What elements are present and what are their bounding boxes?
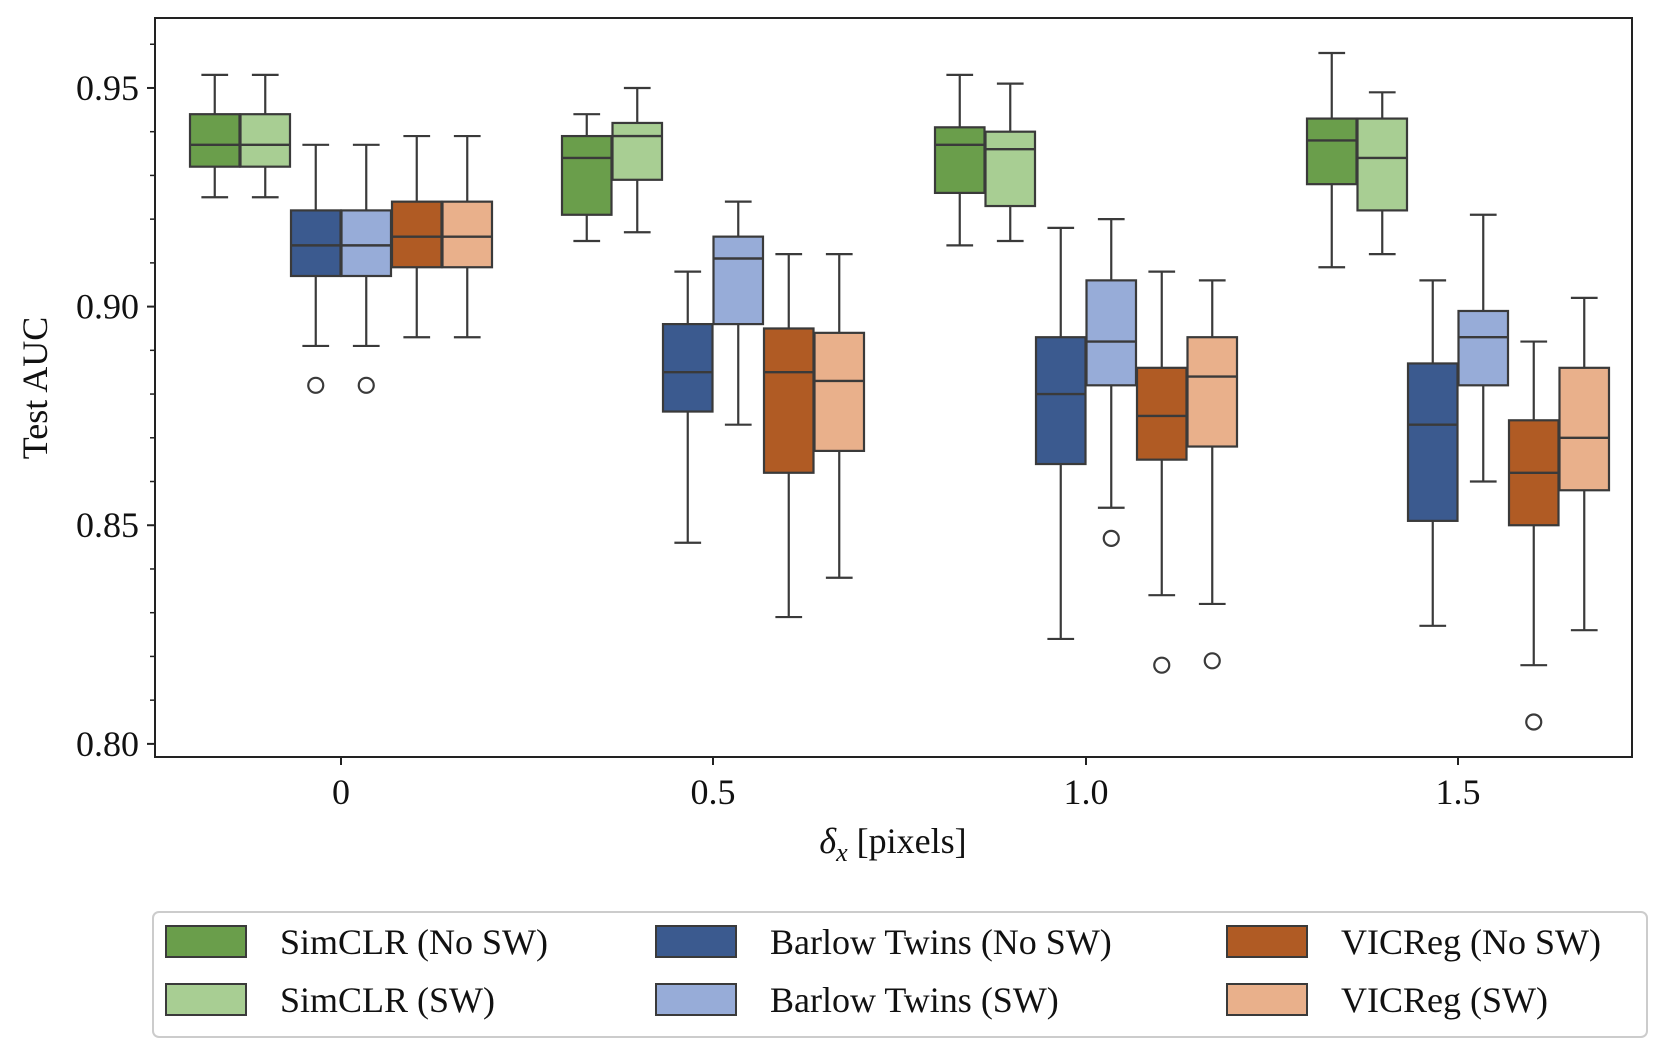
box-6-4 — [1558, 296, 1611, 632]
outlier-point — [357, 376, 375, 394]
iqr-box — [933, 126, 986, 195]
box-3-3 — [1034, 226, 1087, 641]
box-6-2 — [813, 253, 866, 579]
iqr-box — [813, 331, 866, 453]
legend-entry: VICReg (SW) — [1226, 980, 1548, 1020]
legend-entry: Barlow Twins (No SW) — [655, 922, 1112, 962]
x-tick-label: 0 — [332, 772, 350, 812]
box-2-1 — [239, 73, 292, 199]
x-axis-title-symbol: δ — [819, 821, 837, 861]
iqr-box — [1406, 362, 1459, 522]
outlier-point — [1153, 656, 1171, 674]
x-axis-title-unit: [pixels] — [848, 821, 967, 861]
box-1-1 — [188, 73, 241, 199]
legend-swatch — [655, 983, 737, 1016]
iqr-box — [441, 200, 494, 269]
legend-swatch — [655, 925, 737, 958]
legend-entry: SimCLR (SW) — [165, 980, 495, 1020]
legend-entry: Barlow Twins (SW) — [655, 980, 1059, 1020]
legend: SimCLR (No SW) SimCLR (SW) Barlow Twins (N… — [152, 911, 1648, 1038]
iqr-box — [1558, 366, 1611, 492]
legend-entry: SimCLR (No SW) — [165, 922, 548, 962]
iqr-box — [1457, 309, 1510, 387]
y-tick-label: 0.95 — [76, 68, 139, 108]
box-3-1 — [289, 143, 342, 394]
box-6-1 — [441, 134, 494, 339]
box-3-4 — [1406, 279, 1459, 627]
box-2-4 — [1356, 91, 1409, 256]
iqr-box — [611, 121, 664, 181]
y-tick-label: 0.90 — [76, 287, 139, 327]
x-tick-label: 1.5 — [1436, 772, 1481, 812]
box-6-3 — [1186, 279, 1239, 670]
iqr-box — [1356, 117, 1409, 212]
legend-label: SimCLR (SW) — [280, 980, 495, 1020]
legend-label: VICReg (SW) — [1341, 980, 1548, 1020]
iqr-box — [560, 134, 613, 216]
box-5-4 — [1507, 340, 1560, 731]
iqr-box — [289, 209, 342, 278]
iqr-box — [1305, 117, 1358, 186]
box-5-3 — [1135, 270, 1188, 674]
box-1-2 — [560, 113, 613, 243]
y-tick-label: 0.80 — [76, 724, 139, 764]
x-axis: 0 0.5 1.0 1.5 — [332, 757, 1481, 812]
box-1-3 — [933, 73, 986, 247]
box-5-1 — [390, 134, 443, 339]
outlier-point — [1102, 529, 1120, 547]
legend-label: SimCLR (No SW) — [280, 922, 548, 962]
box-5-2 — [762, 253, 815, 619]
legend-swatch — [165, 983, 247, 1016]
y-axis-title: Test AUC — [15, 317, 55, 460]
iqr-box — [390, 200, 443, 269]
iqr-box — [762, 327, 815, 474]
boxes-layer — [188, 51, 1611, 731]
iqr-box — [239, 113, 292, 168]
y-tick-label: 0.85 — [76, 505, 139, 545]
legend-label: Barlow Twins (No SW) — [770, 922, 1112, 962]
x-axis-title-subscript: x — [835, 838, 848, 867]
legend-label: VICReg (No SW) — [1341, 922, 1601, 962]
box-4-1 — [340, 143, 393, 394]
legend-entry: VICReg (No SW) — [1226, 922, 1601, 962]
legend-swatch — [1226, 925, 1308, 958]
iqr-box — [188, 113, 241, 168]
iqr-box — [984, 130, 1037, 208]
iqr-box — [661, 322, 714, 413]
iqr-box — [1186, 336, 1239, 448]
x-axis-title: δx [pixels] — [819, 821, 966, 867]
x-tick-label: 1.0 — [1064, 772, 1109, 812]
iqr-box — [1135, 366, 1188, 461]
box-1-4 — [1305, 51, 1358, 269]
box-4-4 — [1457, 213, 1510, 483]
outlier-point — [1203, 652, 1221, 670]
outlier-point — [1525, 713, 1543, 731]
legend-swatch — [1226, 983, 1308, 1016]
legend-swatch — [165, 925, 247, 958]
y-axis: 0.80 0.85 0.90 0.95 — [76, 43, 155, 764]
box-2-3 — [984, 82, 1037, 243]
box-4-2 — [712, 200, 765, 426]
iqr-box — [340, 209, 393, 278]
iqr-box — [1034, 336, 1087, 466]
box-3-2 — [661, 270, 714, 544]
plot-area-frame — [154, 17, 1633, 758]
box-2-2 — [611, 86, 664, 234]
x-tick-label: 0.5 — [691, 772, 736, 812]
iqr-box — [1085, 279, 1138, 387]
legend-label: Barlow Twins (SW) — [770, 980, 1059, 1020]
outlier-point — [307, 376, 325, 394]
iqr-box — [712, 235, 765, 326]
box-4-3 — [1085, 218, 1138, 547]
